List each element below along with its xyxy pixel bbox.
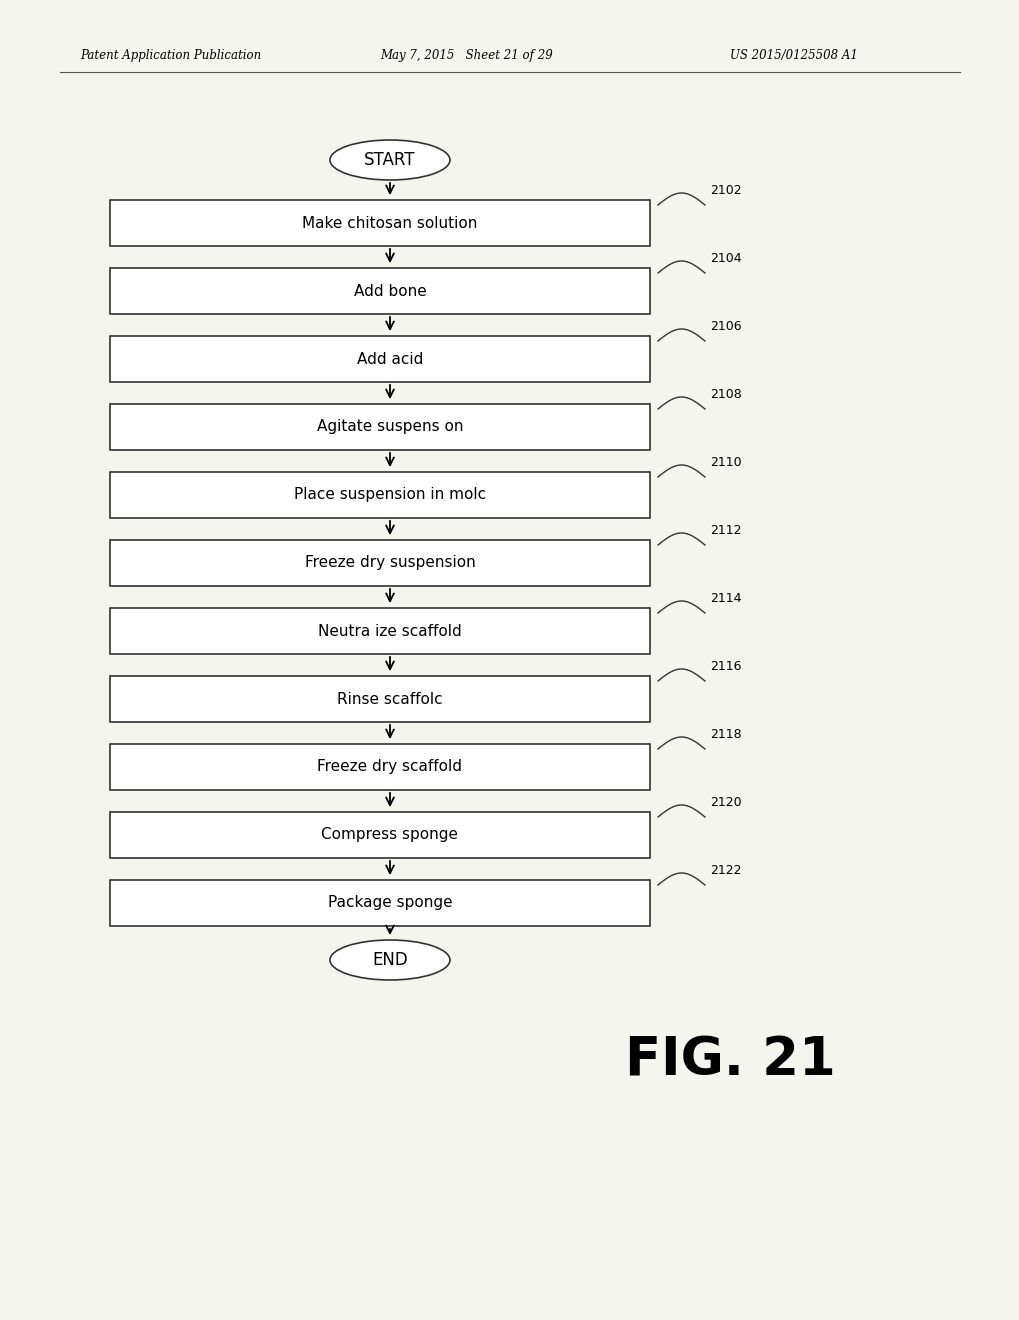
Text: Rinse scaffolc: Rinse scaffolc <box>337 692 442 706</box>
Text: END: END <box>372 950 408 969</box>
Text: 2102: 2102 <box>709 185 741 198</box>
Text: Add bone: Add bone <box>354 284 426 298</box>
Text: 2110: 2110 <box>709 457 741 470</box>
Text: Add acid: Add acid <box>357 351 423 367</box>
Text: US 2015/0125508 A1: US 2015/0125508 A1 <box>730 49 857 62</box>
Text: Freeze dry scaffold: Freeze dry scaffold <box>317 759 462 775</box>
FancyBboxPatch shape <box>110 473 649 517</box>
Ellipse shape <box>330 140 449 180</box>
FancyBboxPatch shape <box>110 880 649 927</box>
FancyBboxPatch shape <box>110 404 649 450</box>
Text: START: START <box>364 150 416 169</box>
FancyBboxPatch shape <box>110 337 649 381</box>
Text: 2122: 2122 <box>709 865 741 878</box>
Ellipse shape <box>330 940 449 979</box>
Text: Place suspension in molc: Place suspension in molc <box>293 487 486 503</box>
Text: 2106: 2106 <box>709 321 741 334</box>
Text: 2112: 2112 <box>709 524 741 537</box>
Text: Make chitosan solution: Make chitosan solution <box>302 215 477 231</box>
FancyBboxPatch shape <box>110 268 649 314</box>
Text: 2120: 2120 <box>709 796 741 809</box>
FancyBboxPatch shape <box>110 744 649 789</box>
Text: 2114: 2114 <box>709 593 741 606</box>
FancyBboxPatch shape <box>110 812 649 858</box>
FancyBboxPatch shape <box>110 609 649 653</box>
Text: Compress sponge: Compress sponge <box>321 828 459 842</box>
Text: 2104: 2104 <box>709 252 741 265</box>
Text: Patent Application Publication: Patent Application Publication <box>79 49 261 62</box>
Text: Freeze dry suspension: Freeze dry suspension <box>305 556 475 570</box>
Text: 2118: 2118 <box>709 729 741 742</box>
FancyBboxPatch shape <box>110 540 649 586</box>
FancyBboxPatch shape <box>110 201 649 246</box>
Text: Agitate suspens on: Agitate suspens on <box>317 420 463 434</box>
Text: Package sponge: Package sponge <box>327 895 451 911</box>
Text: FIG. 21: FIG. 21 <box>624 1034 835 1086</box>
Text: 2116: 2116 <box>709 660 741 673</box>
Text: 2108: 2108 <box>709 388 741 401</box>
Text: Neutra ize scaffold: Neutra ize scaffold <box>318 623 462 639</box>
Text: May 7, 2015   Sheet 21 of 29: May 7, 2015 Sheet 21 of 29 <box>380 49 552 62</box>
FancyBboxPatch shape <box>110 676 649 722</box>
